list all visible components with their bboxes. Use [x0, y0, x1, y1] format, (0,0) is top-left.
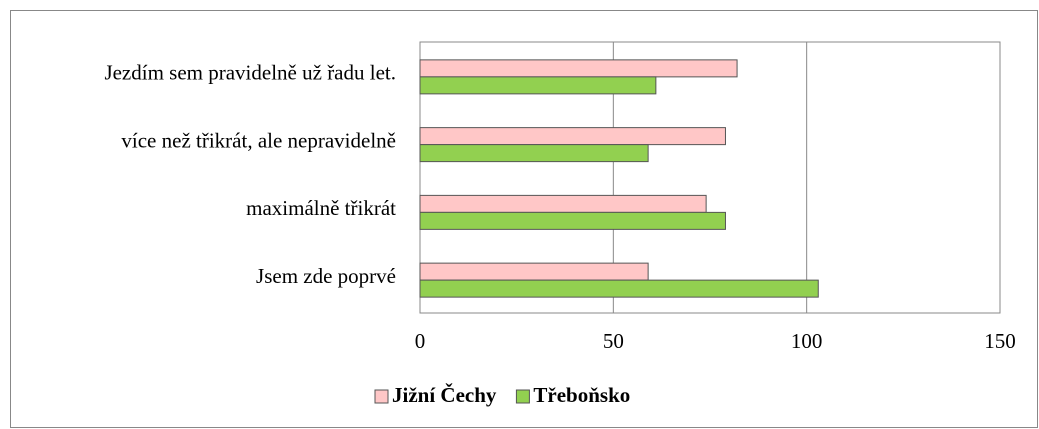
bar [419, 279, 819, 298]
bar [419, 59, 738, 78]
y-tick-label: Jsem zde poprvé [256, 264, 396, 288]
legend-label: Jižní Čechy [392, 383, 497, 407]
x-tick-label: 150 [984, 329, 1016, 353]
bar [419, 76, 657, 95]
y-tick-label: více než třikrát, ale nepravidelně [121, 128, 396, 152]
bar [419, 194, 707, 213]
y-tick-label: Jezdím sem pravidelně už řadu let. [104, 61, 396, 85]
bar [419, 211, 726, 230]
legend-label: Třeboňsko [533, 383, 630, 407]
bar [419, 144, 649, 163]
bar [419, 262, 649, 281]
x-tick-label: 50 [603, 329, 624, 353]
legend-swatch [374, 389, 389, 404]
bar [419, 127, 726, 146]
x-tick-label: 0 [415, 329, 426, 353]
y-tick-label: maximálně třikrát [246, 196, 396, 220]
x-tick-label: 100 [791, 329, 823, 353]
legend-swatch [515, 389, 530, 404]
